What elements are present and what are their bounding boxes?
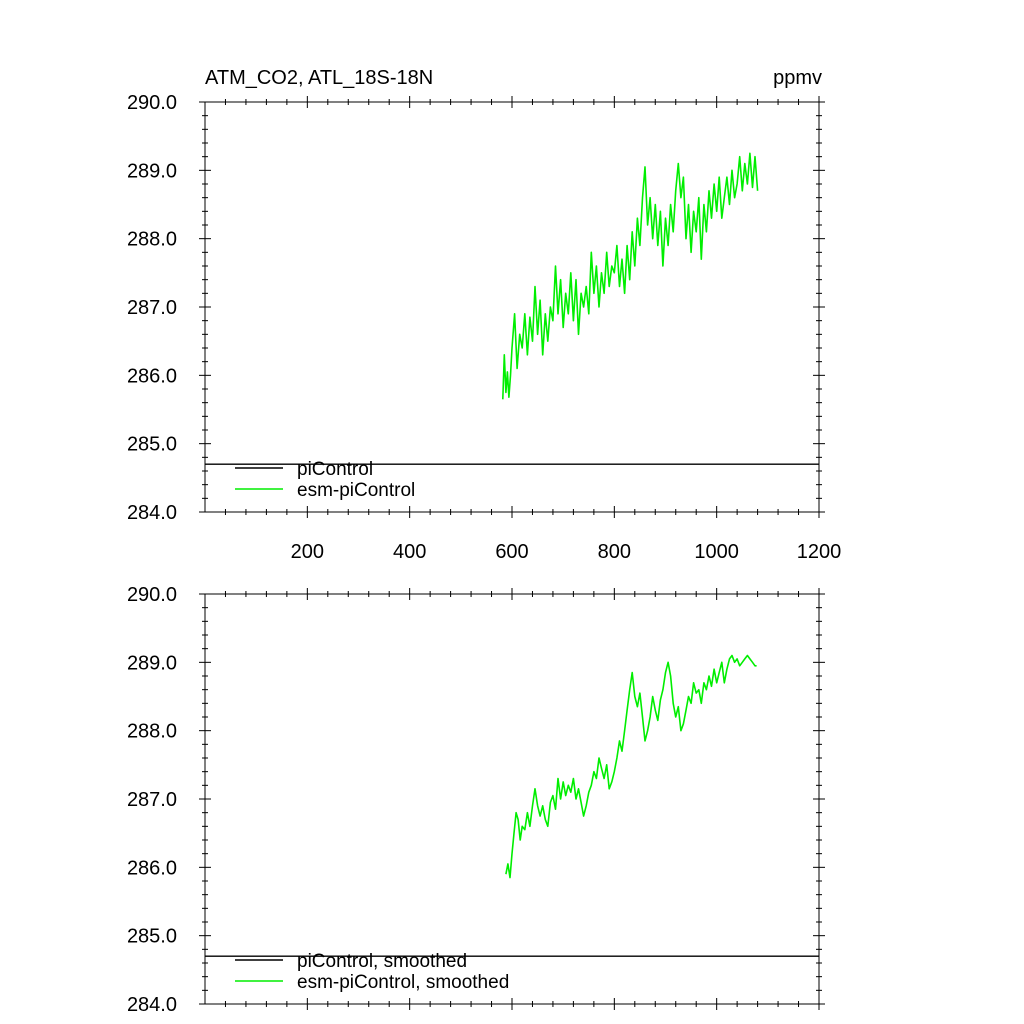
chart-title: ATM_CO2, ATL_18S-18N [205,67,433,89]
x-tick-label: 1200 [797,541,842,563]
legend-label: piControl, smoothed [297,951,467,972]
x-tick-label: 400 [393,541,426,563]
top-panel-frame [204,101,820,513]
series-line-1 [502,152,759,400]
x-tick-label: 1000 [694,541,739,563]
y-tick-label: 288.0 [127,229,177,251]
top-panel: ATM_CO2, ATL_18S-18N ppmv 284.0 285.0 286.… [127,67,841,563]
y-tick-label: 288.0 [127,721,177,743]
legend-label: esm-piControl, smoothed [297,972,509,993]
legend-label: piControl [297,459,373,480]
y-tick-label: 286.0 [127,365,177,387]
y-tick-label: 285.0 [127,926,177,948]
y-tick-label: 287.0 [127,789,177,811]
bottom-panel-series [205,654,819,957]
x-tick-label: 800 [598,541,631,563]
top-panel-ticks: 284.0 285.0 286.0 287.0 288.0 289.0 290.0 200 40… [127,92,841,563]
y-tick-label: 289.0 [127,160,177,182]
x-tick-label: 600 [495,541,528,563]
bottom-panel: 284.0 285.0 286.0 287.0 288.0 289.0 290.0 piCo… [127,584,825,1016]
y-tick-label: 289.0 [127,652,177,674]
chart-units: ppmv [773,67,822,89]
bottom-panel-ticks: 284.0 285.0 286.0 287.0 288.0 289.0 290.0 [127,584,825,1016]
y-tick-label: 284.0 [127,502,177,524]
y-tick-label: 286.0 [127,857,177,879]
series-line-1 [505,654,757,879]
top-panel-series [205,152,819,465]
y-tick-label: 290.0 [127,584,177,606]
y-tick-label: 290.0 [127,92,177,114]
y-tick-label: 284.0 [127,994,177,1016]
bottom-panel-frame [204,593,820,1005]
x-tick-label: 200 [291,541,324,563]
y-tick-label: 287.0 [127,297,177,319]
y-tick-label: 285.0 [127,434,177,456]
legend-label: esm-piControl [297,480,415,501]
